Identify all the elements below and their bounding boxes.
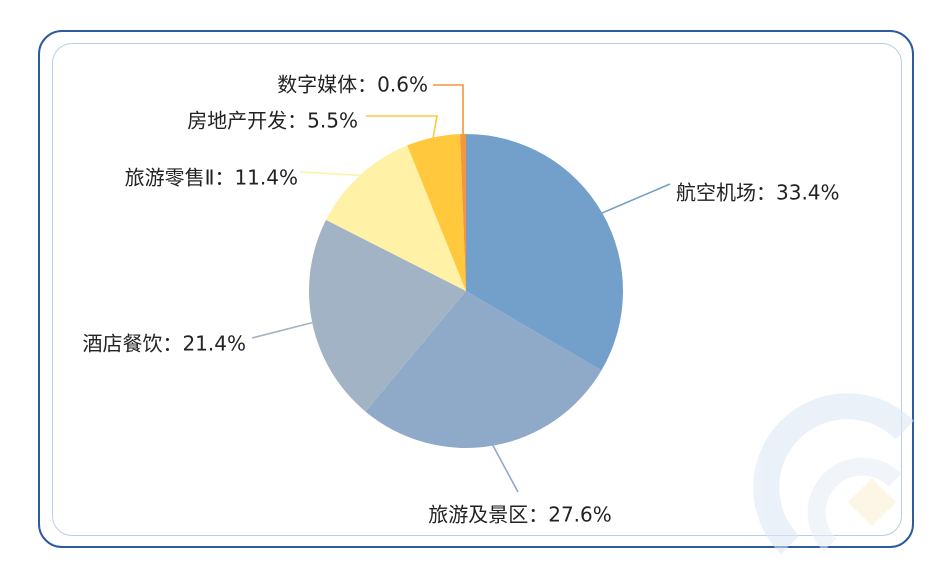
leader-line-scenic	[492, 445, 519, 493]
leader-line-airport	[601, 183, 671, 214]
slice-digital-media	[460, 134, 466, 291]
label-scenic: 旅游及景区：27.6%	[428, 503, 612, 527]
label-hotel: 酒店餐饮：21.4%	[82, 332, 246, 356]
label-retail: 旅游零售Ⅱ：11.4%	[125, 166, 298, 190]
slice-airport	[466, 134, 623, 371]
label-digital-media: 数字媒体：0.6%	[277, 73, 428, 97]
leader-line-hotel	[251, 321, 313, 339]
slice-scenic	[365, 291, 602, 449]
slice-hotel	[309, 219, 466, 412]
slice-retail	[326, 145, 466, 291]
label-real-estate: 房地产开发：5.5%	[187, 109, 358, 133]
label-airport: 航空机场：33.4%	[676, 181, 840, 205]
inner-frame	[52, 43, 902, 536]
leader-line-real-estate	[366, 115, 438, 138]
leader-line-retail	[299, 171, 360, 177]
leader-line-digital-media	[433, 84, 464, 135]
slice-real-estate	[407, 134, 466, 291]
watermark-logo	[753, 393, 915, 555]
outer-frame	[38, 30, 914, 548]
